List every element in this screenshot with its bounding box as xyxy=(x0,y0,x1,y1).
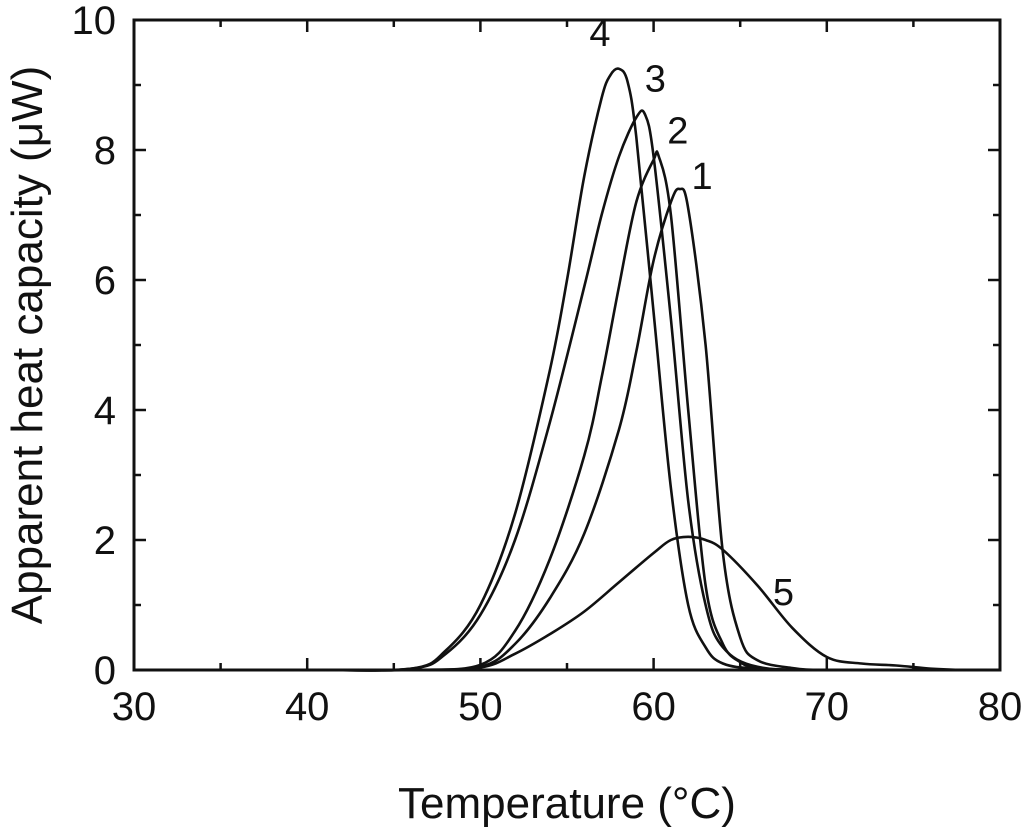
curve-label-2: 2 xyxy=(667,111,688,153)
series-line-3 xyxy=(133,109,1001,672)
x-tick-label: 60 xyxy=(631,685,676,729)
x-tick-label: 30 xyxy=(112,685,157,729)
x-tick-label: 40 xyxy=(285,685,330,729)
x-tick-label: 50 xyxy=(458,685,503,729)
x-axis-title: Temperature (°C) xyxy=(398,779,736,828)
x-tick-label: 80 xyxy=(978,685,1023,729)
curve-label-5: 5 xyxy=(773,572,794,614)
x-tick-label: 70 xyxy=(805,685,850,729)
curve-label-4: 4 xyxy=(589,13,610,55)
y-tick-label: 2 xyxy=(94,519,116,563)
y-tick-label: 4 xyxy=(94,389,116,433)
curves-layer xyxy=(133,67,1001,672)
curve-label-1: 1 xyxy=(692,156,713,198)
y-tick-label: 0 xyxy=(94,649,116,693)
series-line-2 xyxy=(134,150,1000,672)
y-axis-title: Apparent heat capacity (μW) xyxy=(3,66,52,625)
y-tick-label: 8 xyxy=(94,129,116,173)
plot-frame xyxy=(132,18,1002,672)
ticks-layer: 30 40 50 60 70 80 0 2 4 6 8 10 xyxy=(72,0,1023,729)
y-tick-label: 6 xyxy=(94,259,116,303)
series-line-4 xyxy=(133,67,1001,672)
curve-label-3: 3 xyxy=(645,59,666,101)
series-line-1 xyxy=(134,187,1000,672)
y-tick-label: 10 xyxy=(72,0,117,43)
series-line-5 xyxy=(134,535,1001,672)
